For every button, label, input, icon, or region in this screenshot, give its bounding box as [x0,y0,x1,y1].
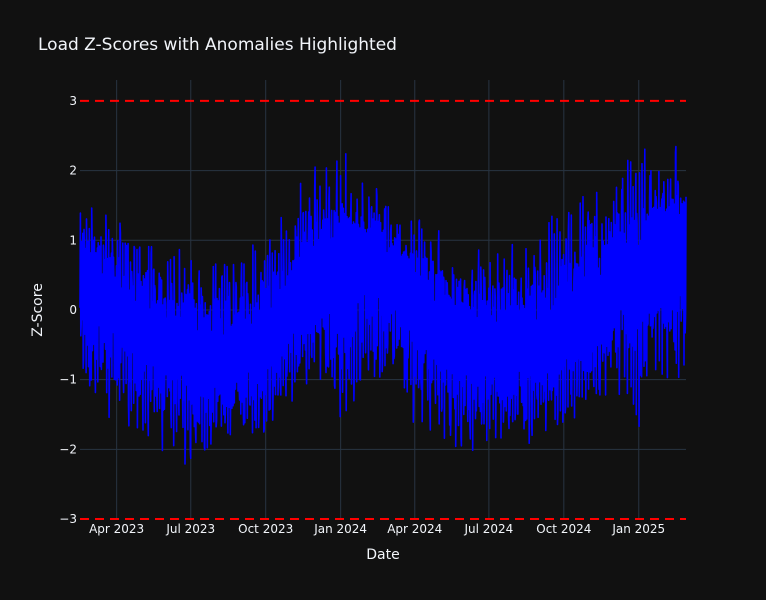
x-tick-label: Jan 2025 [611,522,665,536]
y-tick-label: −1 [59,373,77,387]
series-layer [79,145,687,465]
x-tick-label: Jul 2023 [165,522,215,536]
threshold-lines [80,99,686,520]
y-tick-label: 1 [69,233,77,247]
y-axis-ticks: −3 −2 −1 0 1 2 3 [59,94,77,526]
chart-title: Load Z-Scores with Anomalies Highlighted [38,35,397,55]
x-axis-ticks: Apr 2023 Jul 2023 Oct 2023 Jan 2024 Apr 2024… [89,522,665,536]
x-tick-label: Oct 2024 [536,522,591,536]
x-axis-title: Date [366,547,399,563]
y-tick-label: 0 [69,303,77,317]
zscore-series-line [79,145,687,465]
x-tick-label: Jan 2024 [313,522,367,536]
x-tick-label: Jul 2024 [463,522,513,536]
x-tick-label: Apr 2023 [89,522,144,536]
y-tick-label: −2 [59,442,77,456]
y-tick-label: 2 [69,164,77,178]
y-axis-title: Z-Score [30,283,46,337]
x-tick-label: Oct 2023 [238,522,293,536]
x-tick-label: Apr 2024 [387,522,442,536]
y-tick-label: −3 [59,512,77,526]
y-tick-label: 3 [69,94,77,108]
